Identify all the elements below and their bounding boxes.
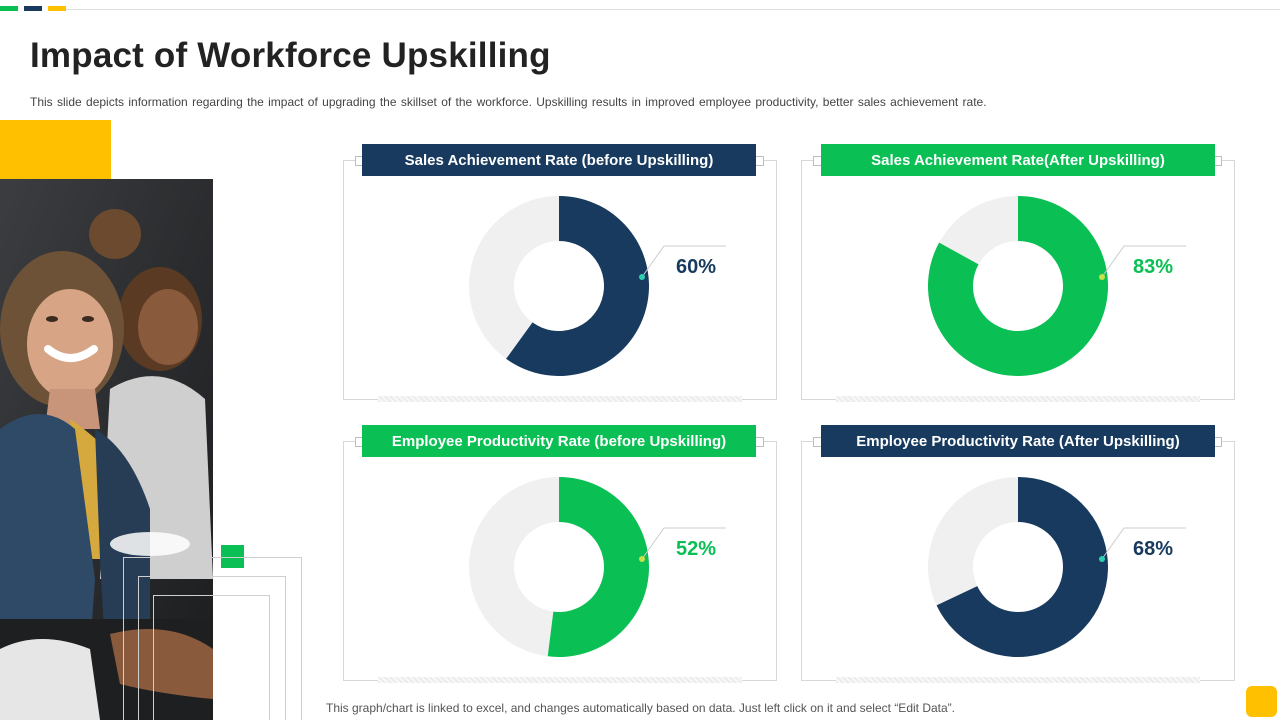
value-label-productivity-before: 52% bbox=[676, 538, 717, 560]
yellow-accent-block bbox=[0, 120, 111, 180]
leader-line bbox=[639, 527, 726, 562]
value-label-sales-before: 60% bbox=[676, 256, 717, 278]
card-shadow bbox=[378, 396, 742, 402]
donut-chart-sales-before[interactable] bbox=[469, 196, 649, 376]
page-title: Impact of Workforce Upskilling bbox=[30, 36, 551, 75]
accent-green bbox=[0, 6, 18, 11]
leader-dot bbox=[639, 274, 645, 280]
leader-line bbox=[1099, 527, 1186, 562]
top-divider bbox=[66, 9, 1280, 10]
donut-remainder-slice[interactable] bbox=[928, 477, 1018, 606]
card-shadow bbox=[378, 677, 742, 683]
donut-value-slice[interactable] bbox=[936, 477, 1108, 657]
top-accent-bar bbox=[0, 6, 66, 11]
donut-remainder-slice[interactable] bbox=[469, 477, 559, 657]
value-label-productivity-after: 68% bbox=[1133, 538, 1174, 560]
slide-button[interactable] bbox=[1246, 686, 1277, 717]
accent-navy bbox=[24, 6, 42, 11]
donut-remainder-slice[interactable] bbox=[939, 196, 1018, 265]
donut-chart-productivity-before[interactable] bbox=[469, 477, 649, 657]
decorative-frame-1 bbox=[123, 557, 302, 720]
chart-title-sales-after: Sales Achievement Rate(After Upskilling) bbox=[821, 144, 1215, 176]
leader-dot bbox=[639, 556, 645, 562]
leader-line bbox=[1099, 245, 1186, 280]
leader-dot bbox=[1099, 556, 1105, 562]
leader-dot bbox=[1099, 274, 1105, 280]
leader-line bbox=[639, 245, 726, 280]
decorative-frame-2 bbox=[138, 576, 286, 720]
decorative-frame-3 bbox=[153, 595, 270, 720]
page-subtitle: This slide depicts information regarding… bbox=[30, 95, 987, 109]
chart-title-sales-before: Sales Achievement Rate (before Upskillin… bbox=[362, 144, 756, 176]
accent-yellow bbox=[48, 6, 66, 11]
team-photo-illustration bbox=[0, 179, 213, 720]
team-photo bbox=[0, 179, 213, 720]
donut-value-slice[interactable] bbox=[928, 196, 1108, 376]
chart-title-productivity-after: Employee Productivity Rate (After Upskil… bbox=[821, 425, 1215, 457]
card-shadow bbox=[836, 677, 1200, 683]
donut-remainder-slice[interactable] bbox=[469, 196, 559, 359]
green-accent-square bbox=[221, 545, 244, 568]
donut-chart-productivity-after[interactable] bbox=[928, 477, 1108, 657]
donut-chart-sales-after[interactable] bbox=[928, 196, 1108, 376]
value-label-sales-after: 83% bbox=[1133, 256, 1174, 278]
card-shadow bbox=[836, 396, 1200, 402]
donut-value-slice[interactable] bbox=[547, 477, 649, 657]
donut-value-slice[interactable] bbox=[506, 196, 649, 376]
footnote: This graph/chart is linked to excel, and… bbox=[326, 701, 955, 715]
chart-title-productivity-before: Employee Productivity Rate (before Upski… bbox=[362, 425, 756, 457]
